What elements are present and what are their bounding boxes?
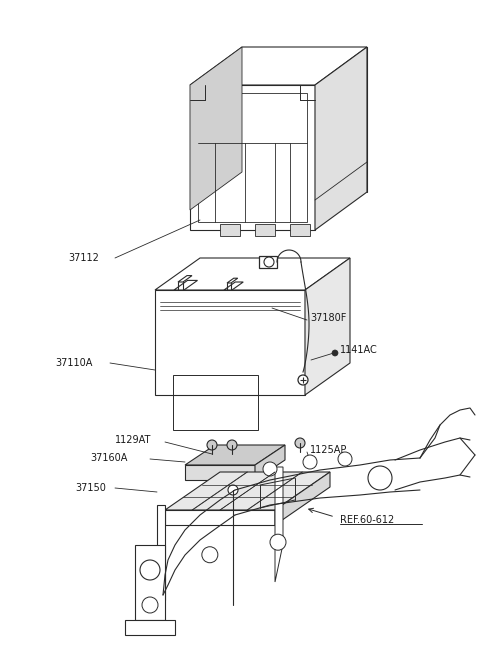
Circle shape (295, 438, 305, 448)
Text: 37180F: 37180F (310, 313, 347, 323)
Text: 37160A: 37160A (90, 453, 127, 463)
Polygon shape (125, 620, 175, 635)
Text: 1141AC: 1141AC (340, 345, 378, 355)
Polygon shape (259, 256, 277, 268)
Polygon shape (227, 278, 238, 283)
Polygon shape (315, 47, 367, 230)
Circle shape (332, 350, 338, 356)
Text: 1129AT: 1129AT (115, 435, 151, 445)
Bar (220, 224, 240, 236)
Polygon shape (305, 258, 350, 395)
Polygon shape (174, 280, 197, 290)
Text: 37112: 37112 (68, 253, 99, 263)
Polygon shape (135, 545, 165, 620)
Polygon shape (190, 47, 242, 210)
Polygon shape (190, 47, 367, 85)
Circle shape (228, 485, 238, 495)
Polygon shape (275, 467, 283, 582)
Polygon shape (185, 445, 285, 465)
Circle shape (270, 534, 286, 550)
Circle shape (207, 440, 217, 450)
Circle shape (140, 560, 160, 580)
Circle shape (303, 455, 317, 469)
Text: 37110A: 37110A (55, 358, 92, 368)
Text: REF.60-612: REF.60-612 (340, 515, 394, 525)
Circle shape (264, 257, 274, 267)
Circle shape (338, 452, 352, 466)
Polygon shape (255, 445, 285, 480)
Circle shape (298, 375, 308, 385)
Polygon shape (155, 258, 350, 290)
Polygon shape (224, 282, 243, 290)
Polygon shape (190, 85, 315, 230)
Circle shape (368, 466, 392, 490)
Polygon shape (155, 290, 305, 395)
Polygon shape (165, 510, 275, 525)
Polygon shape (165, 472, 330, 510)
Polygon shape (185, 465, 255, 480)
Text: 1125AP: 1125AP (310, 445, 348, 455)
Polygon shape (275, 472, 330, 525)
Circle shape (142, 597, 158, 613)
Polygon shape (157, 505, 165, 600)
Circle shape (202, 546, 218, 563)
Bar (255, 224, 275, 236)
Bar (173, 375, 258, 430)
Circle shape (263, 462, 277, 476)
Bar (290, 224, 310, 236)
Circle shape (227, 440, 237, 450)
Polygon shape (178, 276, 192, 282)
Text: 37150: 37150 (75, 483, 106, 493)
